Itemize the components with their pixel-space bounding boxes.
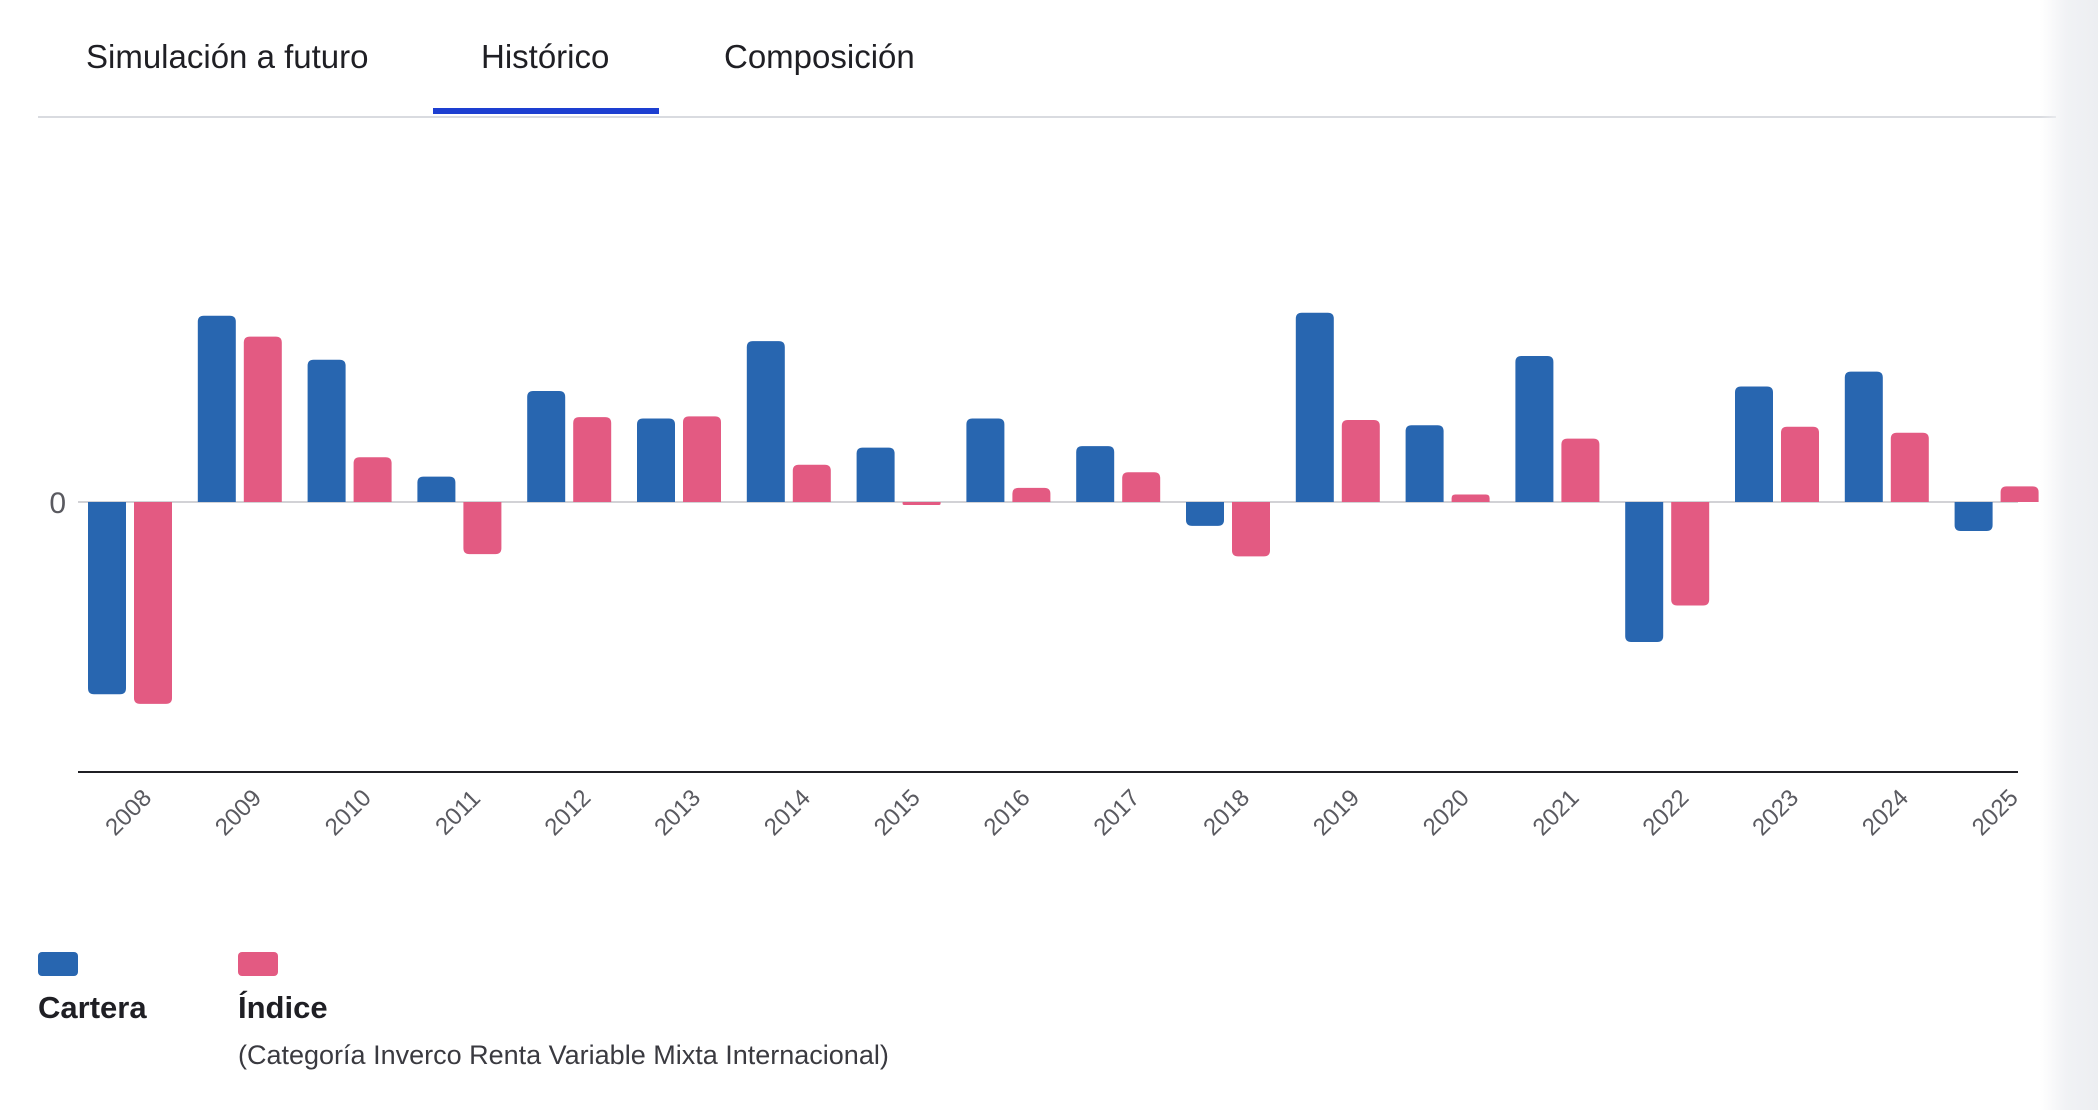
bar-indice-2011 (463, 502, 502, 555)
right-edge-shadow (2040, 0, 2098, 1110)
bar-cartera-2025 (1954, 502, 1993, 532)
bar-indice-2008 (134, 502, 172, 704)
bar-indice-2010 (353, 457, 392, 502)
bar-cartera-2016 (966, 418, 1005, 502)
x-tick-label-2022: 2022 (1637, 784, 1694, 841)
bar-indice-2012 (573, 417, 612, 502)
bar-indice-2019 (1341, 420, 1380, 502)
tab-historico[interactable]: Histórico (481, 38, 610, 75)
x-tick-label-2014: 2014 (759, 784, 816, 841)
tab-simulacion-a-futuro[interactable]: Simulación a futuro (86, 38, 369, 75)
x-tick-label-2013: 2013 (649, 784, 706, 841)
bar-indice-2017 (1122, 472, 1161, 502)
legend-item-cartera: Cartera (38, 952, 147, 1026)
annual-returns-bar-chart: 0 2008 2009 2010 2011 2012 2013 2014 2015 2016 201… (49, 312, 2039, 841)
bar-indice-2025 (2000, 486, 2039, 502)
bar-indice-2013 (683, 416, 721, 502)
bar-cartera-2015 (856, 447, 895, 502)
bar-cartera-2019 (1295, 312, 1334, 502)
bar-indice-2009 (243, 336, 282, 502)
tabs-divider (38, 116, 2056, 118)
bar-indice-2024 (1890, 432, 1929, 502)
x-tick-label-2024: 2024 (1857, 784, 1914, 841)
bar-cartera-2012 (527, 390, 566, 502)
x-tick-label-2020: 2020 (1418, 784, 1475, 841)
active-tab-indicator (433, 108, 659, 114)
bar-indice-2018 (1232, 502, 1270, 557)
bar-cartera-2018 (1186, 502, 1224, 526)
x-tick-label-2023: 2023 (1747, 784, 1804, 841)
bar-cartera-2020 (1405, 425, 1444, 502)
bar-indice-2020 (1451, 494, 1490, 502)
y-tick-label: 0 (49, 487, 66, 520)
bar-cartera-2014 (746, 341, 785, 502)
bar-cartera-2011 (417, 476, 456, 502)
legend-item-indice: Índice (Categoría Inverco Renta Variable… (238, 952, 889, 1071)
bar-indice-2021 (1561, 438, 1600, 502)
x-tick-label-2010: 2010 (320, 784, 377, 841)
bar-indice-2022 (1671, 502, 1710, 606)
x-tick-label-2008: 2008 (100, 784, 157, 841)
x-tick-label-2016: 2016 (979, 784, 1036, 841)
bar-indice-2023 (1781, 426, 1819, 502)
bar-cartera-2010 (307, 359, 346, 502)
x-tick-label-2011: 2011 (430, 785, 486, 841)
x-tick-label-2015: 2015 (869, 784, 926, 841)
legend-label-cartera: Cartera (38, 990, 147, 1025)
tab-bar: Simulación a futuro Histórico Composició… (0, 0, 2056, 118)
x-tick-label-2018: 2018 (1198, 784, 1255, 841)
tab-composicion[interactable]: Composición (724, 38, 915, 75)
bar-cartera-2021 (1515, 355, 1554, 502)
x-tick-label-2025: 2025 (1967, 784, 2024, 841)
x-tick-label-2019: 2019 (1308, 784, 1365, 841)
x-tick-label-2012: 2012 (539, 784, 596, 841)
bar-cartera-2022 (1625, 502, 1664, 643)
bar-cartera-2017 (1076, 446, 1115, 502)
legend-swatch-cartera (38, 952, 78, 976)
bar-indice-2016 (1012, 487, 1051, 502)
bar-cartera-2009 (197, 315, 236, 502)
x-tick-label-2021: 2021 (1528, 784, 1585, 841)
bar-cartera-2013 (637, 418, 675, 502)
legend-note-indice: (Categoría Inverco Renta Variable Mixta … (238, 1040, 889, 1070)
bar-indice-2014 (792, 464, 831, 502)
x-tick-label-2009: 2009 (210, 784, 267, 841)
legend-label-indice: Índice (238, 990, 328, 1025)
legend-swatch-indice (238, 952, 278, 976)
bar-cartera-2024 (1844, 371, 1883, 502)
bar-indice-2015 (902, 502, 941, 505)
x-tick-label-2017: 2017 (1088, 784, 1145, 841)
bar-cartera-2023 (1735, 386, 1773, 502)
bar-cartera-2008 (88, 502, 126, 695)
